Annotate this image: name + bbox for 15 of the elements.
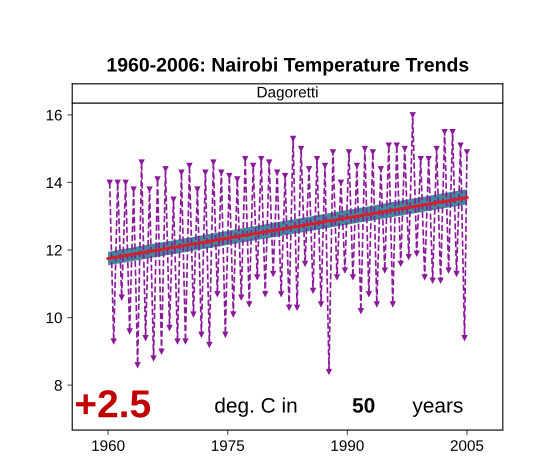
x-tick-label: 1975	[212, 440, 244, 452]
chart-title: 1960-2006: Nairobi Temperature Trends	[108, 57, 468, 76]
y-tick-label: 16	[46, 110, 62, 121]
chart-subtitle: Dagoretti	[258, 86, 318, 101]
x-tick-label: 1990	[331, 440, 364, 452]
y-tick-label: 14	[46, 177, 62, 188]
annotation: 50	[352, 398, 374, 413]
annotation: +2.5	[76, 390, 150, 418]
y-tick-label: 12	[46, 244, 62, 256]
y-tick-label: 8	[54, 380, 62, 391]
x-tick-label: 1960	[92, 440, 124, 452]
annotation: years	[412, 401, 463, 417]
y-tick-label: 10	[46, 312, 62, 324]
x-tick-label: 2005	[450, 440, 484, 452]
annotation: deg. C in	[215, 397, 296, 417]
